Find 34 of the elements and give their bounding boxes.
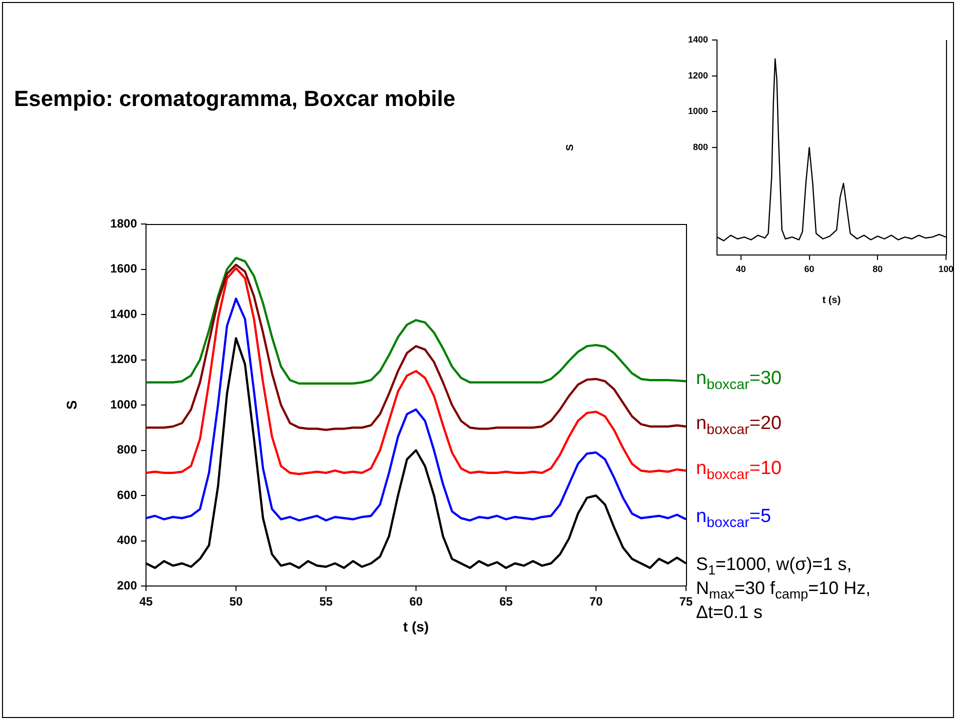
y-tick-label: 1200 <box>688 70 708 80</box>
chart-title: Esempio: cromatogramma, Boxcar mobile <box>14 86 456 112</box>
y-tick-label: 1200 <box>110 352 138 366</box>
x-tick-label: 100 <box>938 264 954 274</box>
x-axis-title: t (s) <box>822 294 841 306</box>
x-tick-label: 65 <box>499 594 513 609</box>
y-tick-label: 600 <box>116 488 138 502</box>
y-tick-label: 1000 <box>110 397 138 412</box>
y-tick-label: 1000 <box>688 106 708 116</box>
x-tick-label: 45 <box>139 594 153 609</box>
y-tick-label: 1400 <box>688 34 708 44</box>
y-tick-label: 800 <box>692 142 708 152</box>
x-tick-label: 50 <box>229 594 243 609</box>
text: S$_{1}$=1000, w(σ)=1 s, N$_{max}$=30 f$_{camp}$=10 Hz, Δt=0.1 s <box>696 554 871 622</box>
y-tick-label: 200 <box>116 578 138 592</box>
x-axis-title: t (s) <box>403 618 429 634</box>
x-tick-label: 80 <box>872 264 883 274</box>
y-tick-label: 1600 <box>110 262 138 276</box>
series-label: n$_{boxcar}$=20 <box>696 413 782 438</box>
series-label: n$_{boxcar}$=5 <box>696 506 772 532</box>
y-tick-label: 400 <box>116 533 138 548</box>
y-axis-title: S <box>564 144 576 151</box>
x-tick-label: 60 <box>409 594 423 609</box>
y-tick-label: 800 <box>116 442 138 457</box>
y-tick-label: 1400 <box>110 306 138 321</box>
x-tick-label: 55 <box>319 594 333 609</box>
x-tick-label: 75 <box>679 594 693 609</box>
x-tick-label: 60 <box>804 264 814 274</box>
y-axis-title: S <box>63 400 80 410</box>
x-tick-label: 40 <box>736 264 746 274</box>
y-tick-label: 1800 <box>110 216 138 230</box>
x-tick-label: 70 <box>589 594 603 609</box>
series-label: n$_{boxcar}$=10 <box>696 458 782 482</box>
series-label: n$_{boxcar}$=30 <box>696 368 782 394</box>
